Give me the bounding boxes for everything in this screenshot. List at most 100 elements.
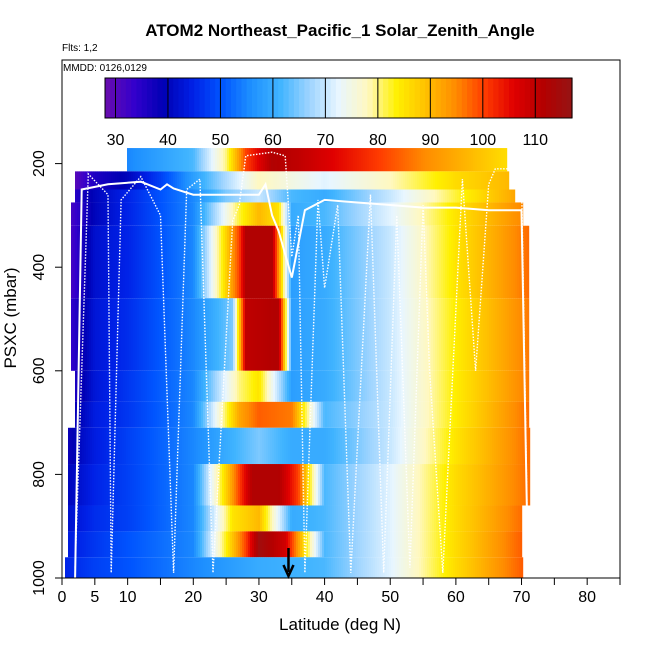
heat-cell [456,531,459,558]
heat-cell [301,370,304,402]
heat-cell [202,531,205,558]
heat-cell [335,401,338,428]
heat-cell [395,148,398,172]
heat-cell [445,189,448,203]
heat-cell [367,298,370,371]
heat-cell [421,171,424,190]
heat-cell [293,370,296,402]
heat-cell [424,531,427,558]
heat-cell [481,557,484,578]
heat-cell [323,557,326,578]
heat-cell [164,464,167,506]
heat-cell [172,505,175,532]
heat-cell [323,225,326,299]
heat-cell [271,298,274,371]
heat-cell [501,557,504,578]
heat-cell [132,427,135,465]
heat-cell [340,464,343,506]
heat-cell [487,171,490,190]
heat-cell [365,171,368,190]
heat-cell [434,531,437,558]
colorbar-swatch [498,78,505,118]
heat-cell [152,427,155,465]
heat-cell [245,401,248,428]
heat-cell [253,557,256,578]
colorbar-swatch [194,78,201,118]
heat-cell [455,557,458,578]
heat-cell [253,370,256,402]
heat-cell [452,427,455,465]
heat-cell [469,225,472,299]
heat-cell [258,427,261,465]
heat-cell [132,505,135,532]
heat-cell [425,370,428,402]
heat-cell [457,202,460,226]
heat-cell [297,202,300,226]
colorbar-swatch [467,78,473,118]
heat-cell [405,148,408,172]
heat-cell [259,189,262,203]
heat-cell [227,148,230,172]
heat-cell [418,531,421,558]
heat-cell [290,464,293,506]
heat-cell [355,189,358,203]
heat-cell [485,189,488,203]
heat-cell [381,370,384,402]
heat-cell [437,225,440,299]
heat-cell [525,370,528,402]
heat-cell [199,202,202,226]
heat-cell [164,427,167,465]
heat-cell [95,189,98,203]
heat-cell [175,298,178,371]
heat-cell [111,370,114,402]
heat-cell [327,171,330,190]
heat-cell [460,427,463,465]
heat-cell [115,202,118,226]
heat-cell [443,298,446,371]
heat-cell [247,298,250,371]
heat-cell [379,148,382,172]
heat-cell [229,370,232,402]
heat-cell [445,298,448,371]
heat-cell [157,225,160,299]
heat-cell [431,189,434,203]
heat-cell [298,531,301,558]
heat-cell [197,202,200,226]
heat-cell [99,171,102,190]
heat-cell [249,171,252,190]
heat-cell [205,148,208,172]
heat-cell [326,464,329,506]
heat-cell [230,531,233,558]
heat-cell [475,401,478,428]
heat-cell [309,202,312,226]
heat-cell [452,505,455,532]
colorbar-tick-label: 70 [316,132,334,149]
heat-cell [331,171,334,190]
heat-cell [292,464,295,506]
heat-cell [124,464,127,506]
heat-cell [465,148,468,172]
heat-cell [398,464,401,506]
heat-cell [240,505,243,532]
heat-cell [137,401,140,428]
heat-cell [220,531,223,558]
heat-cell [167,171,170,190]
heat-cell [497,298,500,371]
heat-cell [301,171,304,190]
heat-cell [191,370,194,402]
colorbar-swatch [241,78,248,118]
heat-cell [373,189,376,203]
heat-cell [207,171,210,190]
heat-cell [361,171,364,190]
heat-cell [88,427,91,465]
heat-cell [112,505,115,532]
heat-cell [460,531,463,558]
heat-cell [428,531,431,558]
heat-cell [175,225,178,299]
heat-cell [443,557,446,578]
heat-cell [412,531,415,558]
colorbar-swatch [330,78,337,118]
heat-cell [477,298,480,371]
heat-cell [513,298,516,371]
heat-cell [223,557,226,578]
